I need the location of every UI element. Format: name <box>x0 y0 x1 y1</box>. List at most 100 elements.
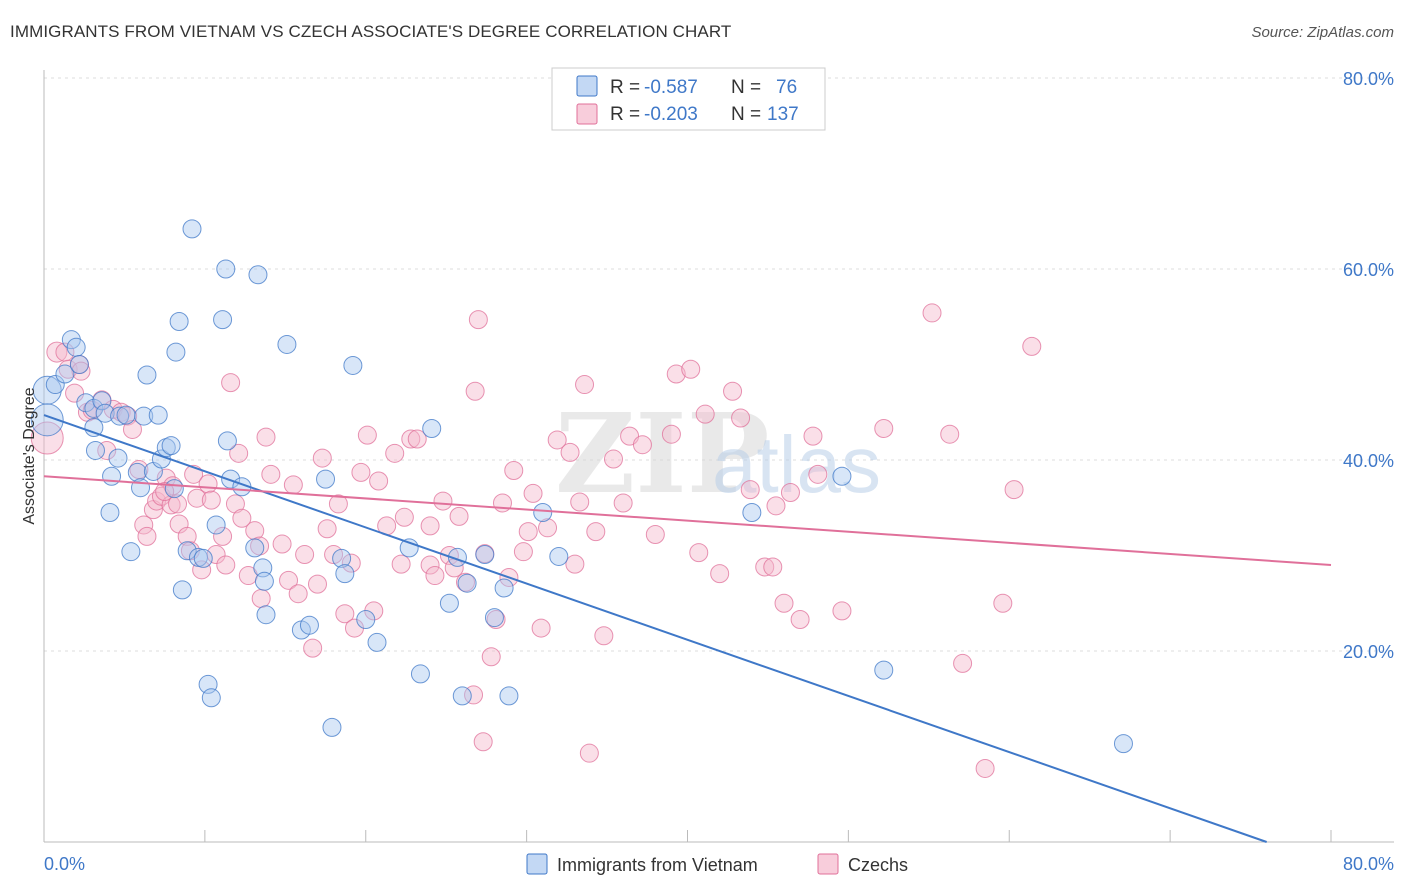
vietnam-point-74 <box>874 660 894 680</box>
vietnam-point-17 <box>116 405 136 425</box>
czechs-trend-line <box>43 475 1332 567</box>
vietnam-point-55 <box>322 717 342 737</box>
vietnam-point-30 <box>169 312 189 332</box>
czechs-point-0 <box>30 421 64 455</box>
czechs-point-88 <box>531 618 551 638</box>
czechs-point-94 <box>575 375 595 395</box>
vietnam-point-49 <box>277 334 297 354</box>
czechs-point-122 <box>922 303 942 323</box>
vietnam-point-28 <box>164 479 184 499</box>
czechs-point-106 <box>689 543 709 563</box>
czechs-point-96 <box>586 522 606 542</box>
y-tick-label-40: 40.0% <box>1343 451 1394 471</box>
czechs-point-26 <box>177 526 197 546</box>
czechs-point-107 <box>695 404 715 424</box>
vietnam-point-3 <box>55 364 75 384</box>
czechs-point-112 <box>755 557 775 577</box>
watermark-atlas: atlas <box>712 420 881 509</box>
legend-n-value-1: 137 <box>767 104 799 125</box>
vietnam-point-8 <box>84 398 104 418</box>
vietnam-trend-line <box>43 414 1267 843</box>
vietnam-point-1 <box>30 403 64 437</box>
vietnam-point-32 <box>177 541 197 561</box>
vietnam-point-40 <box>216 259 236 279</box>
vietnam-point-65 <box>457 573 477 593</box>
vietnam-point-75 <box>1113 734 1133 754</box>
vietnam-point-41 <box>217 431 237 451</box>
czechs-point-108 <box>710 564 730 584</box>
vietnam-point-56 <box>343 355 363 375</box>
vietnam-point-6 <box>69 355 89 374</box>
vietnam-point-19 <box>127 462 147 482</box>
czechs-point-87 <box>523 483 543 503</box>
czechs-point-32 <box>201 490 221 510</box>
czechs-point-116 <box>780 482 800 502</box>
czechs-point-101 <box>632 435 652 455</box>
czechs-point-73 <box>439 546 459 565</box>
vietnam-point-67 <box>484 608 504 628</box>
chart-title: IMMIGRANTS FROM VIETNAM VS CZECH ASSOCIA… <box>10 22 732 41</box>
vietnam-point-35 <box>193 548 213 568</box>
czechs-point-47 <box>283 475 303 495</box>
watermark: ZIP atlas <box>555 389 881 518</box>
czechs-point-16 <box>134 515 154 535</box>
legend-r-label-0: R = <box>610 77 640 98</box>
vietnam-point-52 <box>316 469 336 489</box>
y-tick-label-20: 20.0% <box>1343 642 1394 662</box>
axes <box>43 70 1394 843</box>
czechs-point-89 <box>538 518 558 538</box>
czechs-point-90 <box>547 430 567 450</box>
vietnam-point-14 <box>102 466 122 486</box>
czechs-point-67 <box>401 429 421 449</box>
czechs-point-117 <box>790 609 810 629</box>
czechs-point-55 <box>328 494 348 514</box>
x-tick-label-max: 80.0% <box>1343 854 1394 874</box>
czechs-point-115 <box>774 593 794 613</box>
czechs-point-86 <box>518 522 538 542</box>
y-axis-title: Associate's Degree <box>21 387 38 524</box>
czechs-point-56 <box>335 604 355 624</box>
czechs-point-85 <box>513 542 533 562</box>
czechs-point-52 <box>312 448 332 468</box>
y-tick-labels: 20.0% 40.0% 60.0% 80.0% <box>1343 69 1394 662</box>
czechs-point-51 <box>307 574 327 594</box>
czechs-point-34 <box>213 526 233 546</box>
czechs-point-103 <box>661 424 681 444</box>
vietnam-point-68 <box>499 686 519 706</box>
vietnam-point-9 <box>84 418 104 438</box>
series-vietnam-points <box>30 219 1133 754</box>
czechs-point-37 <box>225 494 245 514</box>
vietnam-point-71 <box>549 546 569 566</box>
czechs-point-119 <box>803 426 823 446</box>
vietnam-point-33 <box>182 219 202 239</box>
czechs-point-29 <box>187 488 207 508</box>
czechs-point-46 <box>279 570 299 590</box>
czechs-point-114 <box>766 496 786 516</box>
vietnam-point-51 <box>299 615 319 635</box>
czechs-point-41 <box>245 521 265 541</box>
vietnam-point-22 <box>137 365 157 385</box>
czechs-point-80 <box>481 647 501 667</box>
czechs-point-24 <box>168 494 188 514</box>
vietnam-point-62 <box>439 593 459 613</box>
vietnam-point-44 <box>245 538 265 558</box>
czechs-point-44 <box>261 464 281 484</box>
vietnam-point-12 <box>95 403 115 423</box>
vietnam-point-38 <box>206 515 226 535</box>
vietnam-point-39 <box>213 310 233 330</box>
czechs-point-126 <box>993 593 1013 613</box>
vietnam-point-53 <box>332 548 352 568</box>
vietnam-point-29 <box>166 342 186 362</box>
czechs-point-48 <box>288 584 308 604</box>
vietnam-point-11 <box>92 391 112 411</box>
vietnam-point-20 <box>131 478 151 498</box>
czechs-point-35 <box>216 555 236 575</box>
czechs-point-97 <box>594 626 614 646</box>
vietnam-point-72 <box>742 503 762 523</box>
vietnam-point-13 <box>100 503 120 523</box>
czechs-point-130 <box>465 381 485 401</box>
czechs-point-92 <box>565 554 585 574</box>
czechs-point-93 <box>570 492 590 512</box>
czechs-point-57 <box>341 553 361 573</box>
